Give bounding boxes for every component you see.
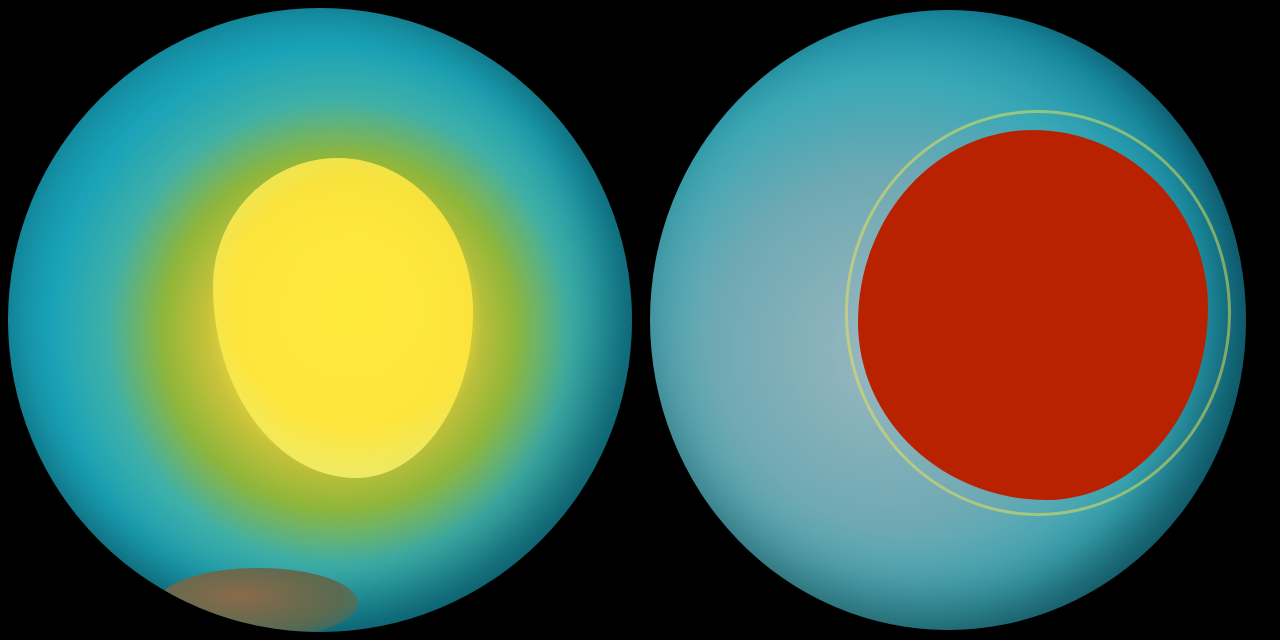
left-globe-visualization <box>8 8 632 632</box>
polar-landmass-highlight <box>213 158 473 478</box>
high-intensity-region <box>858 130 1208 500</box>
wave-front-ring <box>845 110 1231 516</box>
right-globe-visualization <box>650 10 1246 630</box>
continent-landmass <box>158 568 358 632</box>
